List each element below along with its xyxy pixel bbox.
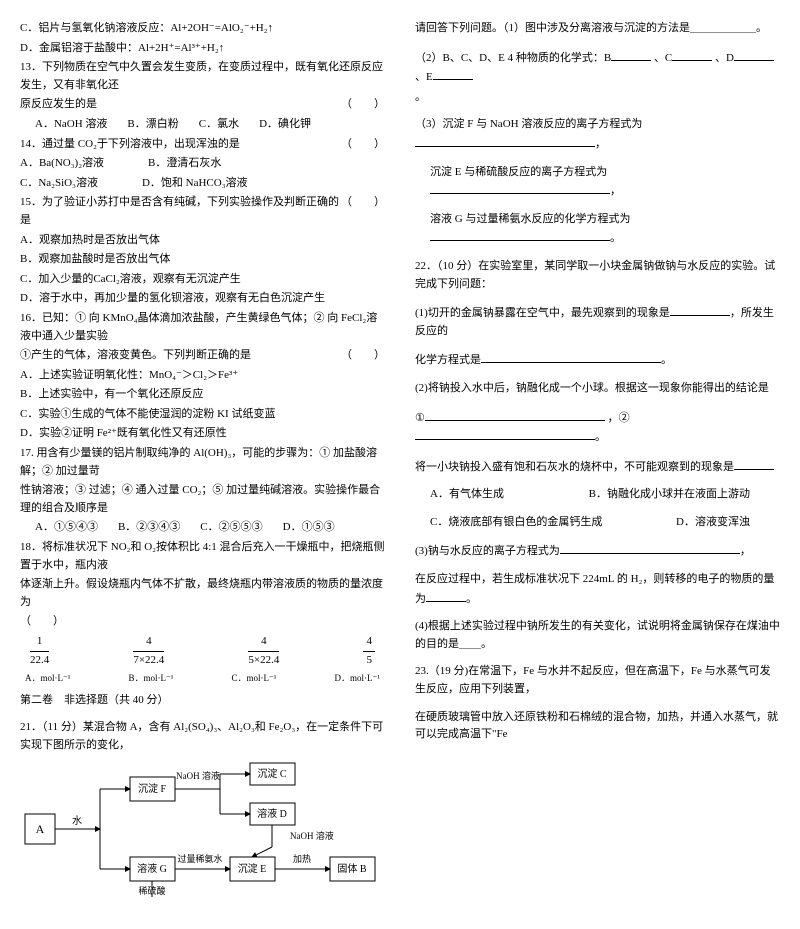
q16d-opt: D．实验②证明 Fe²⁺既有氧化性又有还原性: [20, 425, 385, 443]
q16c-opt: C．实验①生成的气体不能使湿润的淀粉 KI 试纸变蓝: [20, 406, 385, 424]
option-c: C．铝片与氢氧化钠溶液反应：Al+2OH⁻=AlO₂⁻+H₂↑: [20, 20, 385, 38]
q21: 21．（11 分）某混合物 A，含有 Al₂(SO₄)₃、Al₂O₃和 Fe₂O…: [20, 719, 385, 754]
q22-1c: 化学方程式是。: [415, 350, 780, 370]
q16b: ①产生的气体，溶液变黄色。下列判断正确的是（ ）: [20, 347, 385, 365]
q14-ab: A．Ba(NO₃)₂溶液 B．澄清石灰水: [20, 155, 385, 173]
svg-text:加热: 加热: [293, 853, 311, 864]
option-d: D．金属铝溶于盐酸中：Al+2H⁺=Al³⁺+H₂↑: [20, 40, 385, 58]
q18-opts: 1 22.4 4 7×22.4 4 5×22.4 4 5: [20, 633, 385, 669]
flowchart: A 水 沉淀 F 溶液 G NaOH 溶液 沉淀 C 溶液 D 过量稀氨水 稀硫…: [20, 759, 380, 909]
q22-4: (4)根据上述实验过程中钠所发生的有关变化，试说明将金属钠保存在煤油中的目的是＿…: [415, 618, 780, 653]
q16: 16．已知：① 向 KMnO₄晶体滴加浓盐酸，产生黄绿色气体；② 向 FeCl₂…: [20, 310, 385, 345]
q13-cont: 原反应发生的是 （ ）: [20, 96, 385, 114]
q15d: D．溶于水中，再加少量的氢化钡溶液，观察有无白色沉淀产生: [20, 290, 385, 308]
q14: 14．通过量 CO₂于下列溶液中，出现浑浊的是（ ）: [20, 136, 385, 154]
q15c: C．加入少量的CaCl₂溶液，观察有无沉淀产生: [20, 271, 385, 289]
svg-text:溶液 D: 溶液 D: [257, 807, 287, 820]
q13: 13．下列物质在空气中久置会发生变质，在变质过程中，既有氧化还原反应发生，又有非…: [20, 59, 385, 94]
q18-labels: A．mol·L⁻¹ B．mol·L⁻¹ C．mol·L⁻¹ D．mol·L⁻¹: [20, 671, 385, 685]
r2: （2）B、C、D、E 4 种物质的化学式：B 、C 、D 、E: [415, 48, 780, 87]
q15: 15．为了验证小苏打中是否含有纯碱，下列实验操作及判断正确的是（ ）: [20, 194, 385, 229]
q17b: 性钠溶液；③ 过滤；④ 通入过量 CO₂；⑤ 加过量纯碱溶液。实验操作最合理的组…: [20, 482, 385, 517]
q14-cd: C．Na₂SiO₃溶液 D．饱和 NaHCO₃溶液: [20, 175, 385, 193]
r3c: 溶液 G 与过量稀氨水反应的化学方程式为。: [415, 211, 780, 248]
q18-paren: （ ）: [20, 613, 385, 631]
r3b: 沉淀 E 与稀硫酸反应的离子方程式为，: [415, 164, 780, 201]
svg-text:溶液 G: 溶液 G: [137, 862, 167, 875]
r1: 请回答下列问题。（1）图中涉及分离溶液与沉淀的方法是＿＿＿＿＿＿。: [415, 20, 780, 38]
q18b: 体逐渐上升。假设烧瓶内气体不扩散，最终烧瓶内带溶液质的物质的量浓度为: [20, 576, 385, 611]
svg-text:固体 B: 固体 B: [337, 863, 366, 875]
q22-1: (1)切开的金属钠暴露在空气中，最先观察到的现象是，所发生反应的: [415, 303, 780, 340]
q22-2b: ① ，②。: [415, 408, 780, 447]
r3: （3）沉淀 F 与 NaOH 溶液反应的离子方程式为，: [415, 116, 780, 153]
q16b-opt: B．上述实验中，有一个氧化还原反应: [20, 386, 385, 404]
svg-text:NaOH 溶液: NaOH 溶液: [290, 830, 334, 841]
q23b: 在硬质玻璃管中放入还原铁粉和石棉绒的混合物，加热，并通入水蒸气，就可以完成高温下…: [415, 709, 780, 744]
q15b: B．观察加盐酸时是否放出气体: [20, 251, 385, 269]
svg-text:NaOH 溶液: NaOH 溶液: [176, 770, 220, 781]
left-column: C．铝片与氢氧化钠溶液反应：Al+2OH⁻=AlO₂⁻+H₂↑ D．金属铝溶于盐…: [20, 20, 385, 909]
svg-text:过量稀氨水: 过量稀氨水: [177, 853, 222, 864]
q16a-opt: A．上述实验证明氧化性：MnO₄⁻＞Cl₂＞Fe³⁺: [20, 367, 385, 385]
svg-text:沉淀 E: 沉淀 E: [238, 862, 267, 875]
q22-opts-ab: A．有气体生成 B．钠融化成小球并在液面上游动: [415, 486, 780, 504]
q13-opts: A．NaOH 溶液B．漂白粉C．氯水D．碘化钾: [35, 116, 385, 134]
q22-2c: 将一小块钠投入盛有饱和石灰水的烧杯中，不可能观察到的现象是: [415, 457, 780, 477]
svg-text:A: A: [36, 822, 45, 836]
q17-opts: A．①⑤④③B．②③④③C．②⑤⑤③D．①⑤③: [35, 519, 385, 537]
r2e: 。: [415, 89, 780, 107]
q22-3: (3)钠与水反应的离子方程式为，: [415, 541, 780, 561]
right-column: 请回答下列问题。（1）图中涉及分离溶液与沉淀的方法是＿＿＿＿＿＿。 （2）B、C…: [415, 20, 780, 909]
q22-2: (2)将钠投入水中后，钠融化成一个小球。根据这一现象你能得出的结论是: [415, 380, 780, 398]
svg-text:水: 水: [72, 815, 82, 827]
q23a: 23.（19 分)在常温下，Fe 与水并不起反应，但在高温下，Fe 与水蒸气可发…: [415, 663, 780, 698]
q22: 22．（10 分）在实验室里，某同学取一小块金属钠做钠与水反应的实验。试完成下列…: [415, 258, 780, 293]
q22-3b: 在反应过程中，若生成标准状况下 224mL 的 H₂，则转移的电子的物质的量为。: [415, 571, 780, 608]
q17: 17. 用含有少量镁的铝片制取纯净的 Al(OH)₃，可能的步骤为：① 加盐酸溶…: [20, 445, 385, 480]
part2-title: 第二卷 非选择题（共 40 分）: [20, 692, 385, 710]
q18: 18．将标准状况下 NO₂和 O₂按体积比 4:1 混合后充入一干燥瓶中，把烧瓶…: [20, 539, 385, 574]
svg-text:沉淀 F: 沉淀 F: [138, 782, 166, 795]
q22-opts-cd: C．烧液底部有银白色的金属钙生成 D．溶液变浑浊: [415, 514, 780, 532]
q15a: A．观察加热时是否放出气体: [20, 232, 385, 250]
svg-text:沉淀 C: 沉淀 C: [257, 767, 286, 780]
